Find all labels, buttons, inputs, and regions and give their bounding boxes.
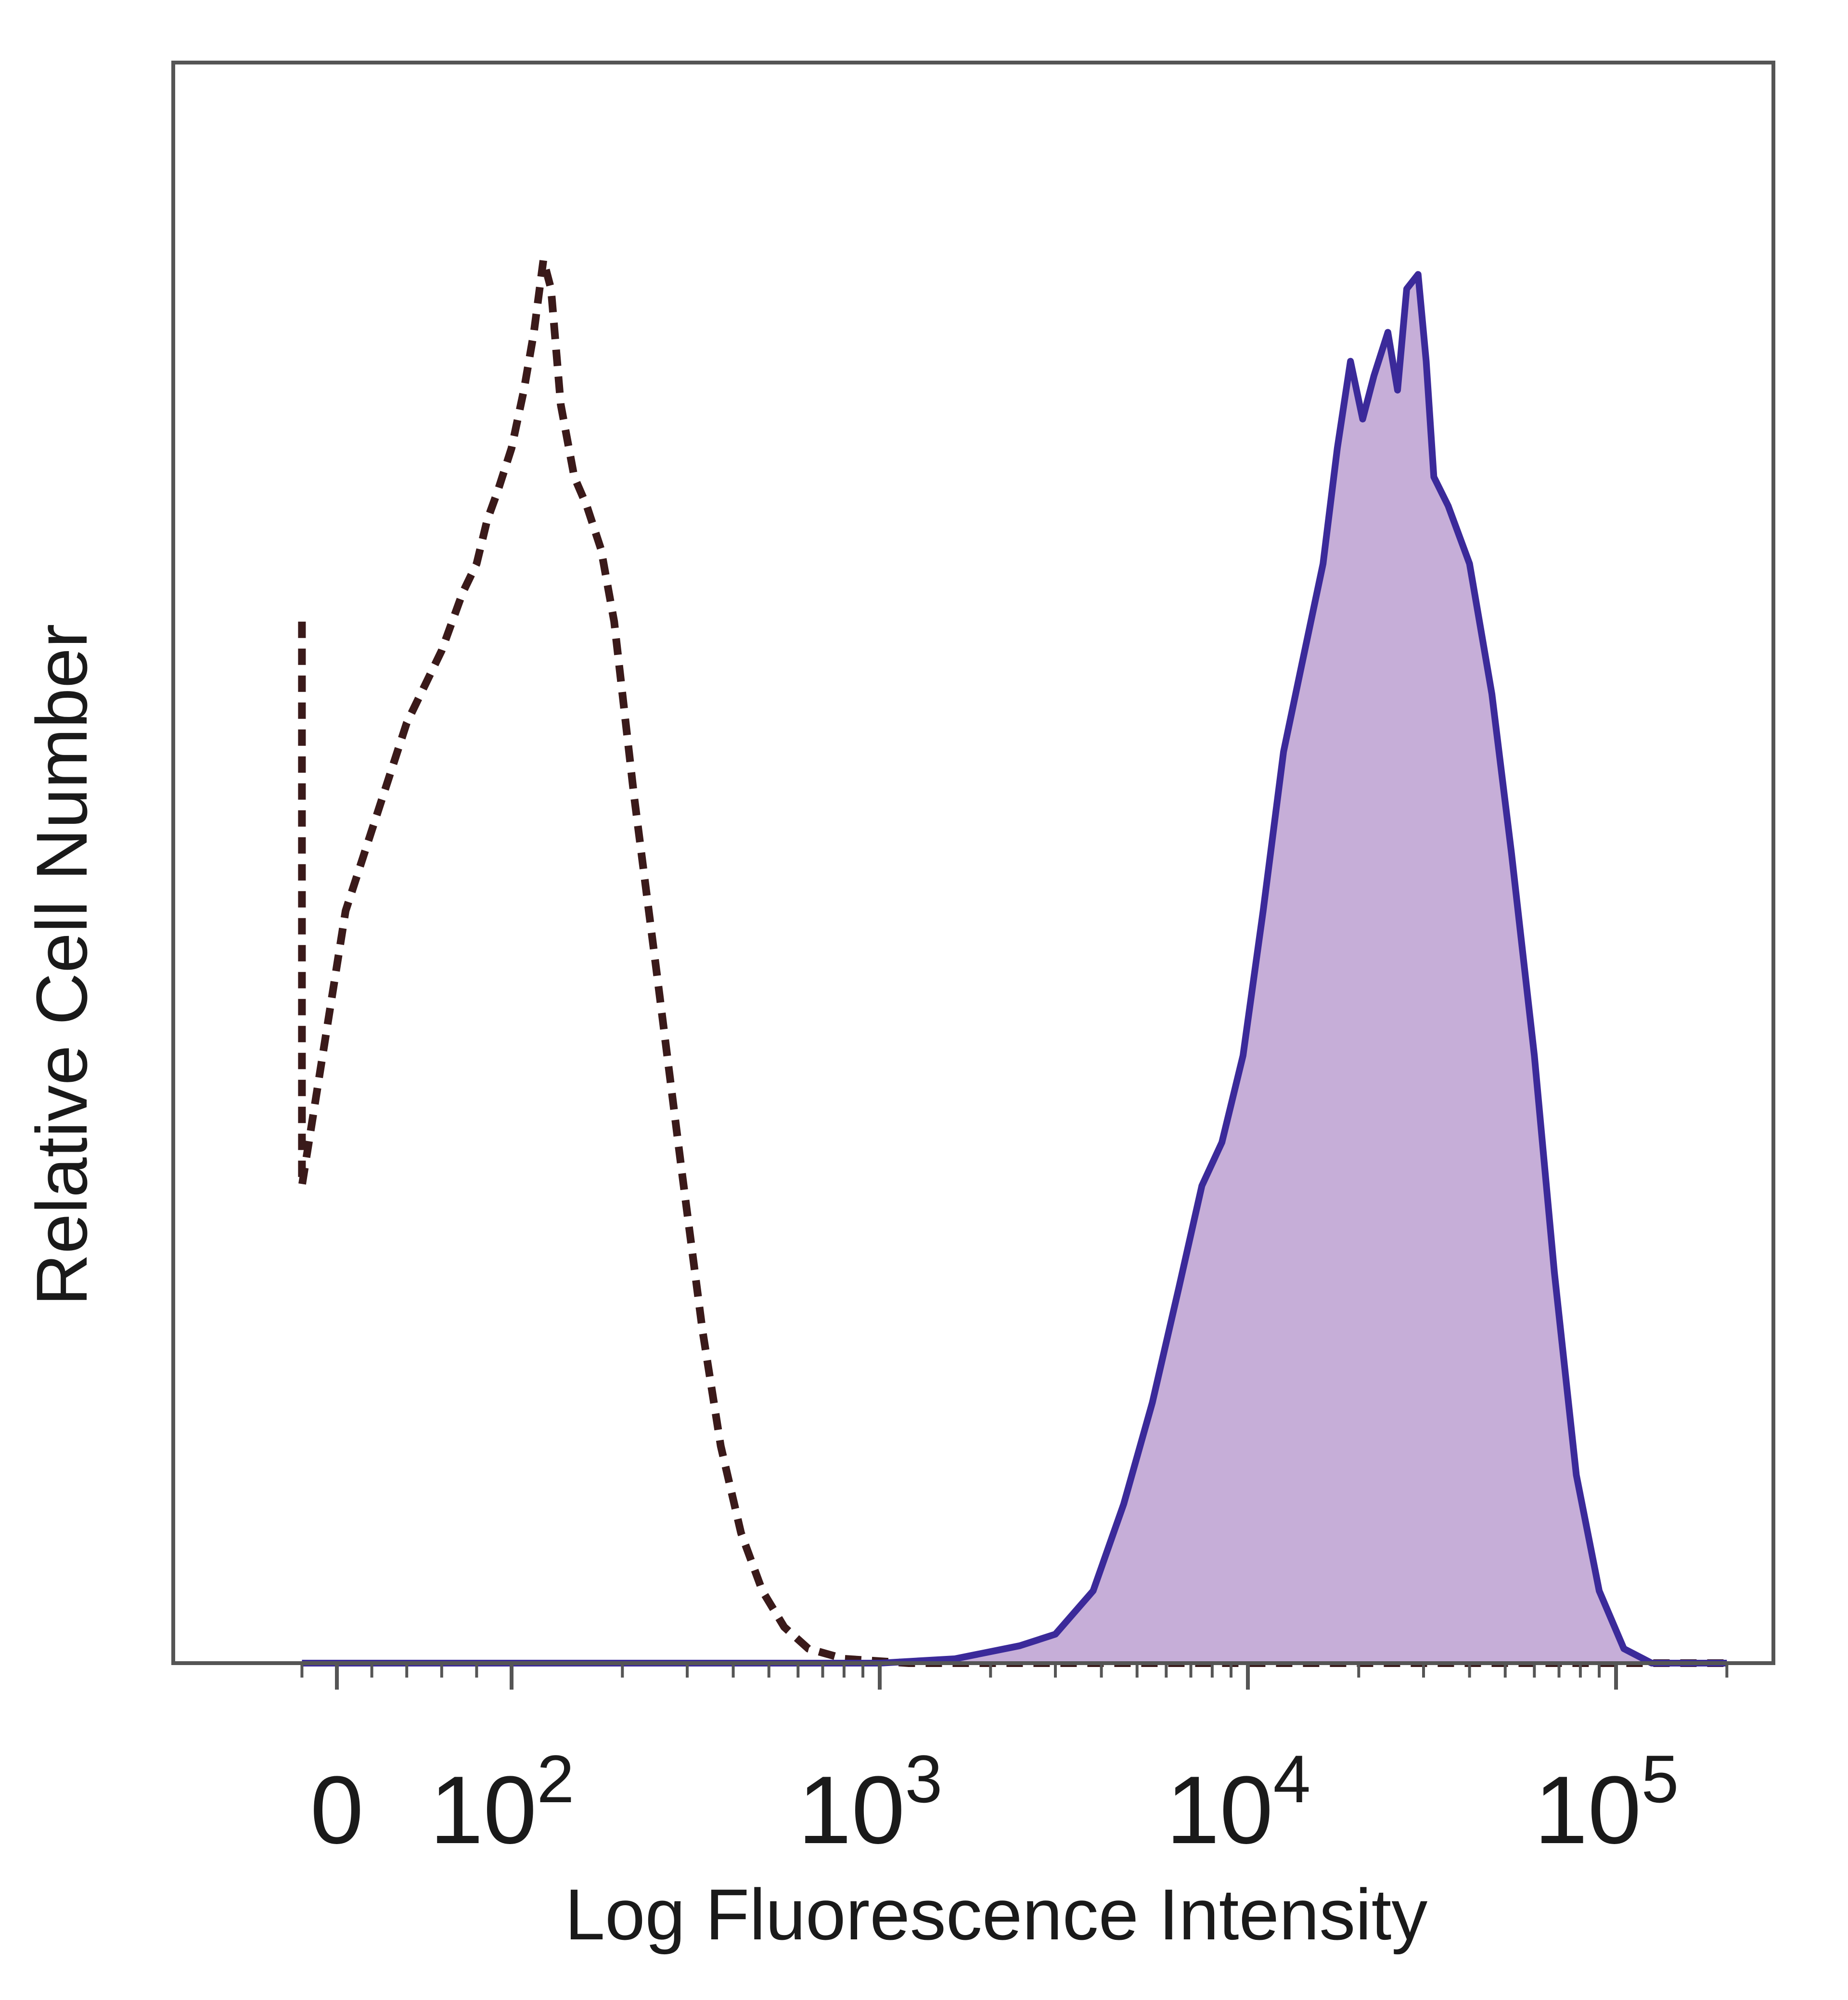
y-axis-label: Relative Cell Number	[21, 624, 102, 1306]
x-tick-label: 103	[798, 1741, 942, 1864]
stained-histogram-outline	[302, 271, 1727, 1667]
x-tick-label: 104	[1166, 1741, 1310, 1864]
x-tick-label: 105	[1534, 1741, 1679, 1864]
x-axis-label: Log Fluorescence Intensity	[565, 1874, 1428, 1955]
series-layer	[298, 256, 1727, 1667]
plot-frame	[171, 61, 1775, 1665]
x-tick-label: 0	[310, 1756, 363, 1864]
x-axis-ticks: 0 102 103 104 105	[300, 1663, 1729, 1864]
control-histogram-dashed	[298, 256, 1727, 1667]
x-tick-label: 102	[430, 1741, 574, 1864]
stained-histogram-fill	[302, 274, 1727, 1664]
